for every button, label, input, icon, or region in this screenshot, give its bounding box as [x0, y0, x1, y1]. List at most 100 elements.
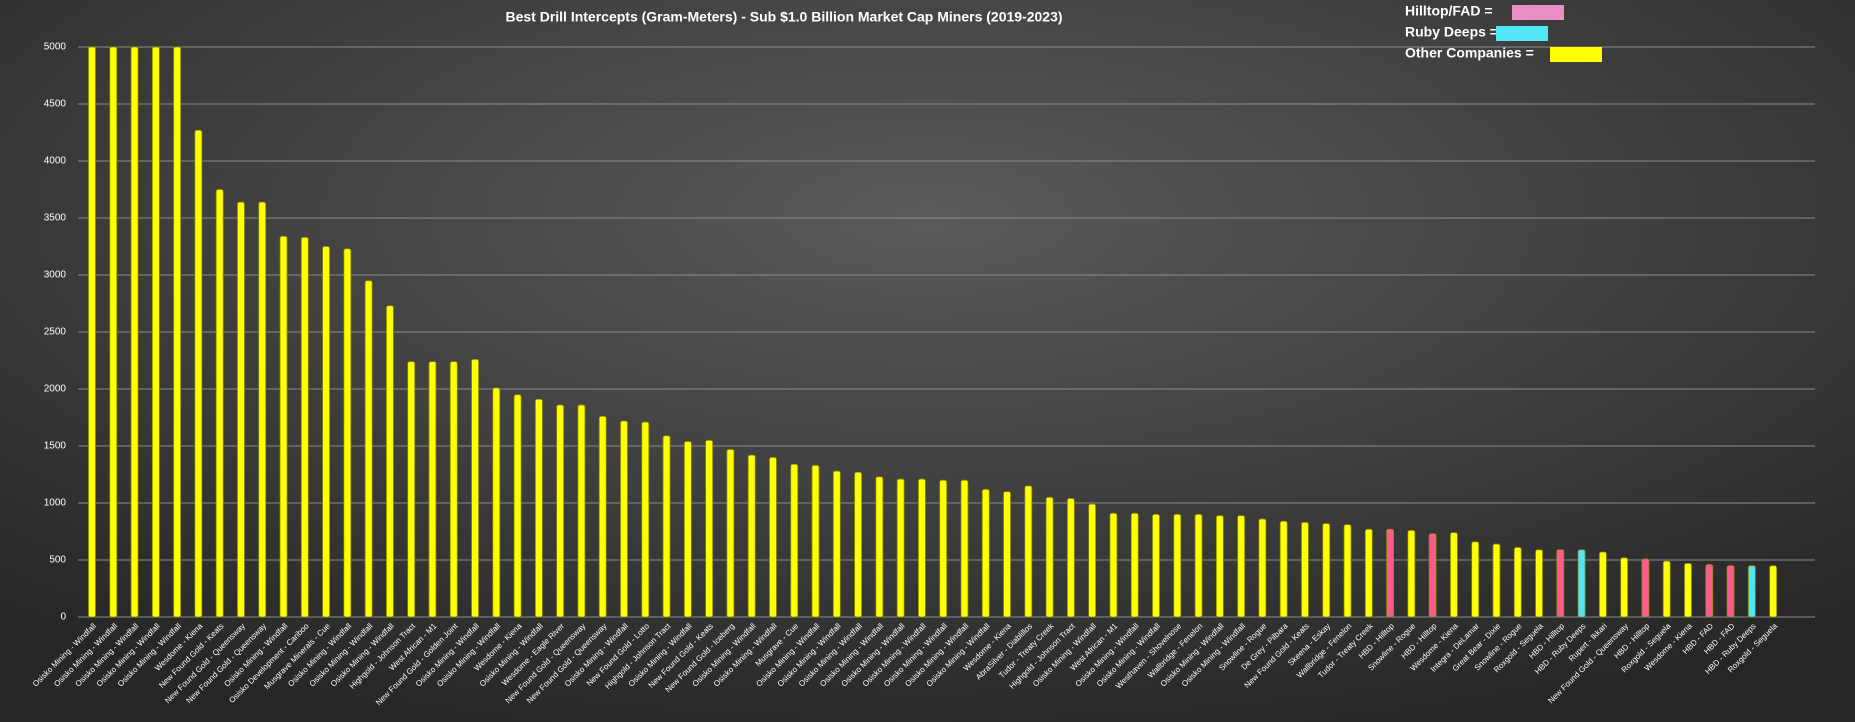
bar	[364, 280, 373, 618]
bar	[1215, 515, 1224, 618]
bar	[1535, 549, 1543, 618]
bar	[854, 471, 862, 618]
bar	[641, 421, 650, 618]
bar	[300, 236, 309, 618]
chart-title: Best Drill Intercepts (Gram-Meters) - Su…	[505, 9, 1062, 25]
bar	[407, 361, 416, 618]
bar	[1492, 543, 1501, 618]
bar	[173, 46, 182, 618]
bar	[747, 454, 756, 618]
y-tick-label: 0	[60, 612, 66, 623]
bar	[1769, 565, 1778, 618]
bar	[1301, 521, 1309, 618]
bar	[534, 398, 543, 618]
bar	[194, 129, 203, 618]
legend-swatch	[1512, 5, 1564, 20]
bar	[662, 435, 671, 618]
bar	[1407, 529, 1416, 618]
bar	[1556, 549, 1565, 618]
bar	[1747, 565, 1756, 618]
bar	[1152, 514, 1160, 618]
y-tick-label: 1000	[44, 498, 67, 509]
bar	[598, 415, 607, 618]
bar	[471, 358, 479, 618]
bar	[790, 463, 799, 618]
bar	[322, 246, 330, 618]
y-tick-label: 2500	[44, 327, 67, 338]
bar	[918, 478, 926, 618]
bar	[492, 387, 501, 618]
bar	[88, 46, 96, 618]
legend-swatch	[1496, 26, 1548, 41]
y-tick-label: 500	[49, 555, 66, 566]
legend-label: Other Companies =	[1405, 45, 1534, 61]
y-tick-label: 2000	[44, 384, 67, 395]
bar	[1513, 547, 1522, 618]
bar	[939, 479, 948, 618]
bar	[1194, 514, 1203, 618]
bar	[1662, 560, 1671, 618]
bar	[1641, 558, 1650, 618]
bar	[151, 46, 160, 618]
bar	[428, 361, 437, 618]
y-tick-label: 3000	[44, 270, 67, 281]
legend-label: Hilltop/FAD =	[1405, 3, 1493, 19]
bar	[1726, 565, 1735, 618]
y-tick-label: 4000	[44, 156, 67, 167]
bar	[1173, 514, 1182, 618]
bar	[1386, 528, 1394, 618]
bar	[1364, 528, 1373, 618]
bar	[683, 441, 692, 618]
bar	[386, 305, 394, 618]
bar	[215, 189, 224, 618]
bar	[1684, 563, 1692, 618]
y-tick-label: 1500	[44, 441, 67, 452]
bar	[832, 470, 841, 618]
bar	[1343, 524, 1352, 618]
bar	[960, 479, 969, 618]
bar	[1577, 549, 1586, 618]
bar	[1003, 491, 1011, 618]
bar	[1066, 498, 1075, 618]
bar	[811, 464, 820, 618]
bar	[1088, 503, 1097, 618]
bar	[896, 478, 905, 618]
legend-label: Ruby Deeps =	[1405, 24, 1498, 40]
bar	[130, 46, 139, 618]
bar	[875, 476, 884, 618]
bar	[769, 456, 777, 618]
bar	[1428, 533, 1437, 618]
y-tick-label: 4500	[44, 99, 67, 110]
bar	[109, 46, 118, 618]
bar	[237, 201, 245, 618]
legend-swatch	[1550, 47, 1602, 62]
bar	[343, 248, 352, 618]
bar	[449, 361, 458, 618]
bar	[556, 404, 565, 618]
y-tick-label: 5000	[44, 42, 67, 53]
bar	[981, 488, 990, 618]
bar	[1130, 512, 1139, 618]
bar	[1279, 520, 1288, 618]
bar	[513, 394, 522, 618]
bar	[1450, 532, 1458, 618]
bar	[577, 404, 586, 618]
bar	[1258, 518, 1267, 618]
bar	[1237, 515, 1246, 618]
bar	[1598, 551, 1607, 618]
bar	[726, 449, 735, 618]
bar	[1024, 485, 1033, 618]
bar	[1620, 557, 1629, 618]
bar	[1109, 512, 1118, 618]
bar	[705, 439, 714, 618]
y-tick-label: 3500	[44, 213, 67, 224]
bar	[1322, 523, 1331, 618]
bar	[279, 235, 288, 618]
bar	[258, 201, 267, 618]
bar	[1045, 496, 1054, 618]
bar	[620, 420, 628, 618]
bar	[1471, 541, 1480, 618]
bar	[1705, 564, 1714, 618]
